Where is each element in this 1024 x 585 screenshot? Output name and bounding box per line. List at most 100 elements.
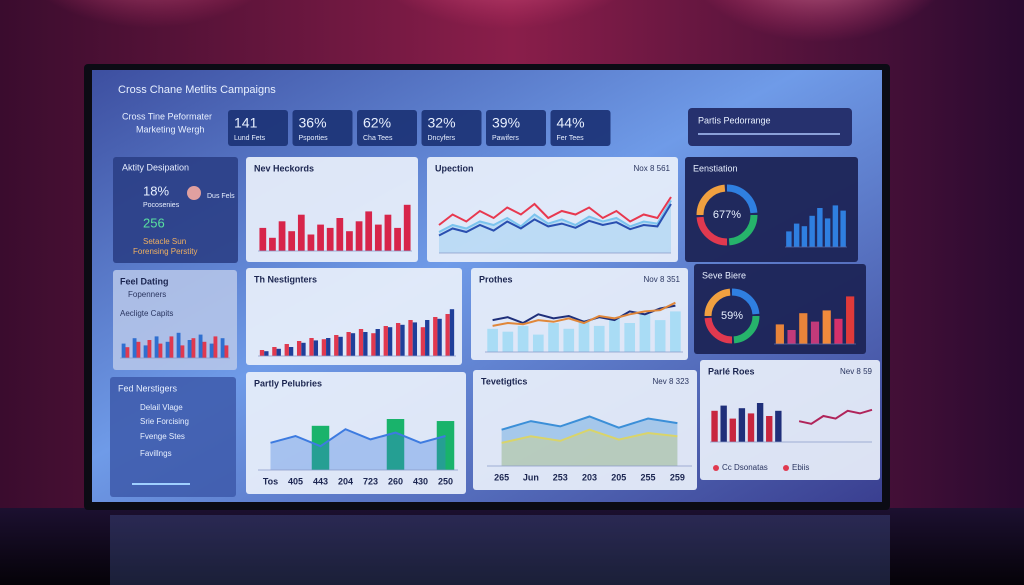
bar <box>832 205 839 247</box>
subtitle: Cross Tine Peformater <box>122 111 212 121</box>
nav-item[interactable]: Favillngs <box>140 449 172 458</box>
bar <box>169 336 174 358</box>
stat: 18% <box>143 183 169 198</box>
kpi-tile <box>292 110 353 146</box>
bar <box>288 231 296 251</box>
panel-date: Nov 8 351 <box>644 275 681 284</box>
kpi-tile <box>357 110 417 146</box>
x-tick-label: 723 <box>363 476 378 486</box>
bar <box>593 325 605 352</box>
bar <box>336 218 344 251</box>
donut-segment <box>696 216 728 246</box>
kpi-label: Dncyfers <box>428 135 456 142</box>
donut-label: 677% <box>713 209 741 221</box>
donut-segment <box>733 315 760 344</box>
bar <box>121 343 126 358</box>
kpi-tile <box>228 110 288 146</box>
bar <box>346 231 353 251</box>
bar <box>317 224 324 251</box>
bar <box>288 347 294 356</box>
sidebar-panel <box>110 377 236 497</box>
x-tick-label: Tos <box>263 476 278 486</box>
line <box>798 408 873 425</box>
bar <box>358 329 364 356</box>
bar <box>338 336 343 356</box>
bar <box>824 218 831 247</box>
bar <box>775 324 784 344</box>
range-box[interactable] <box>688 108 852 146</box>
area <box>501 416 678 466</box>
x-tick-label: Jun <box>523 472 539 482</box>
panel-title: Th Nestignters <box>254 274 317 284</box>
bar <box>810 321 820 344</box>
panel-date: Nev 8 323 <box>653 377 690 386</box>
bar <box>408 320 413 356</box>
bar <box>326 338 331 356</box>
bar <box>425 320 430 356</box>
legend-dot <box>713 465 719 471</box>
bar <box>395 323 401 356</box>
stat-label: Setacle Sun <box>143 237 186 246</box>
panel: Seve Biere 59% <box>694 264 866 354</box>
bar <box>311 425 330 470</box>
x-tick-label: 250 <box>438 476 453 486</box>
bar <box>787 330 796 344</box>
bar <box>793 223 800 247</box>
kpi-tile <box>550 110 611 146</box>
bar <box>363 332 368 356</box>
donut-label: 59% <box>721 310 743 322</box>
app-title: Cross Chane Metlits Campaigns <box>118 84 276 96</box>
line <box>501 428 678 444</box>
panel: Prothes Nov 8 351 <box>471 268 688 360</box>
panel-bg <box>473 370 697 490</box>
nav-item[interactable]: Srie Forcising <box>140 417 189 426</box>
bar <box>198 334 203 358</box>
bar <box>132 338 137 358</box>
kpi-value: 39% <box>492 115 520 131</box>
reflection <box>110 515 890 585</box>
panel-title: Feel Dating <box>120 276 169 286</box>
panel-date: Nox 8 561 <box>634 164 671 173</box>
bar <box>147 340 152 358</box>
bar <box>180 345 185 358</box>
bar <box>384 214 392 251</box>
bar <box>817 208 823 247</box>
legend-dot <box>783 465 789 471</box>
panel-title: Parlé Roes <box>708 366 755 376</box>
line <box>438 203 672 237</box>
bar <box>259 227 267 251</box>
x-tick-label: 443 <box>313 476 328 486</box>
panel-title: Prothes <box>479 274 513 284</box>
bar <box>449 309 455 356</box>
bar <box>578 320 590 352</box>
nav-item[interactable]: Fvenge Stes <box>140 432 185 441</box>
kpi-value: 32% <box>428 115 456 131</box>
kpi-value: 62% <box>363 115 391 131</box>
nav-item[interactable]: Delail Vlage <box>140 403 183 412</box>
panel-title: Partly Pelubries <box>254 378 322 388</box>
bar <box>809 215 815 247</box>
bar <box>412 322 418 356</box>
bar <box>400 324 405 356</box>
bar <box>548 323 559 352</box>
bar <box>301 342 306 356</box>
bar <box>272 347 277 356</box>
panel-bg <box>700 360 880 480</box>
legend-label: Cc Dsonatas <box>722 463 768 472</box>
x-tick-label: 253 <box>553 472 568 482</box>
line <box>438 199 672 233</box>
bar <box>276 348 281 356</box>
bar <box>278 221 286 251</box>
bar <box>143 345 148 358</box>
kpi-value: 44% <box>557 115 585 131</box>
line <box>492 301 676 327</box>
bar <box>284 344 289 356</box>
bar <box>654 320 666 352</box>
subtitle: Marketing Wergh <box>136 124 204 134</box>
kpi-label: Pawifers <box>492 135 519 142</box>
bar <box>487 328 498 352</box>
bar <box>297 214 305 251</box>
bar <box>375 329 380 356</box>
bar <box>209 343 214 358</box>
